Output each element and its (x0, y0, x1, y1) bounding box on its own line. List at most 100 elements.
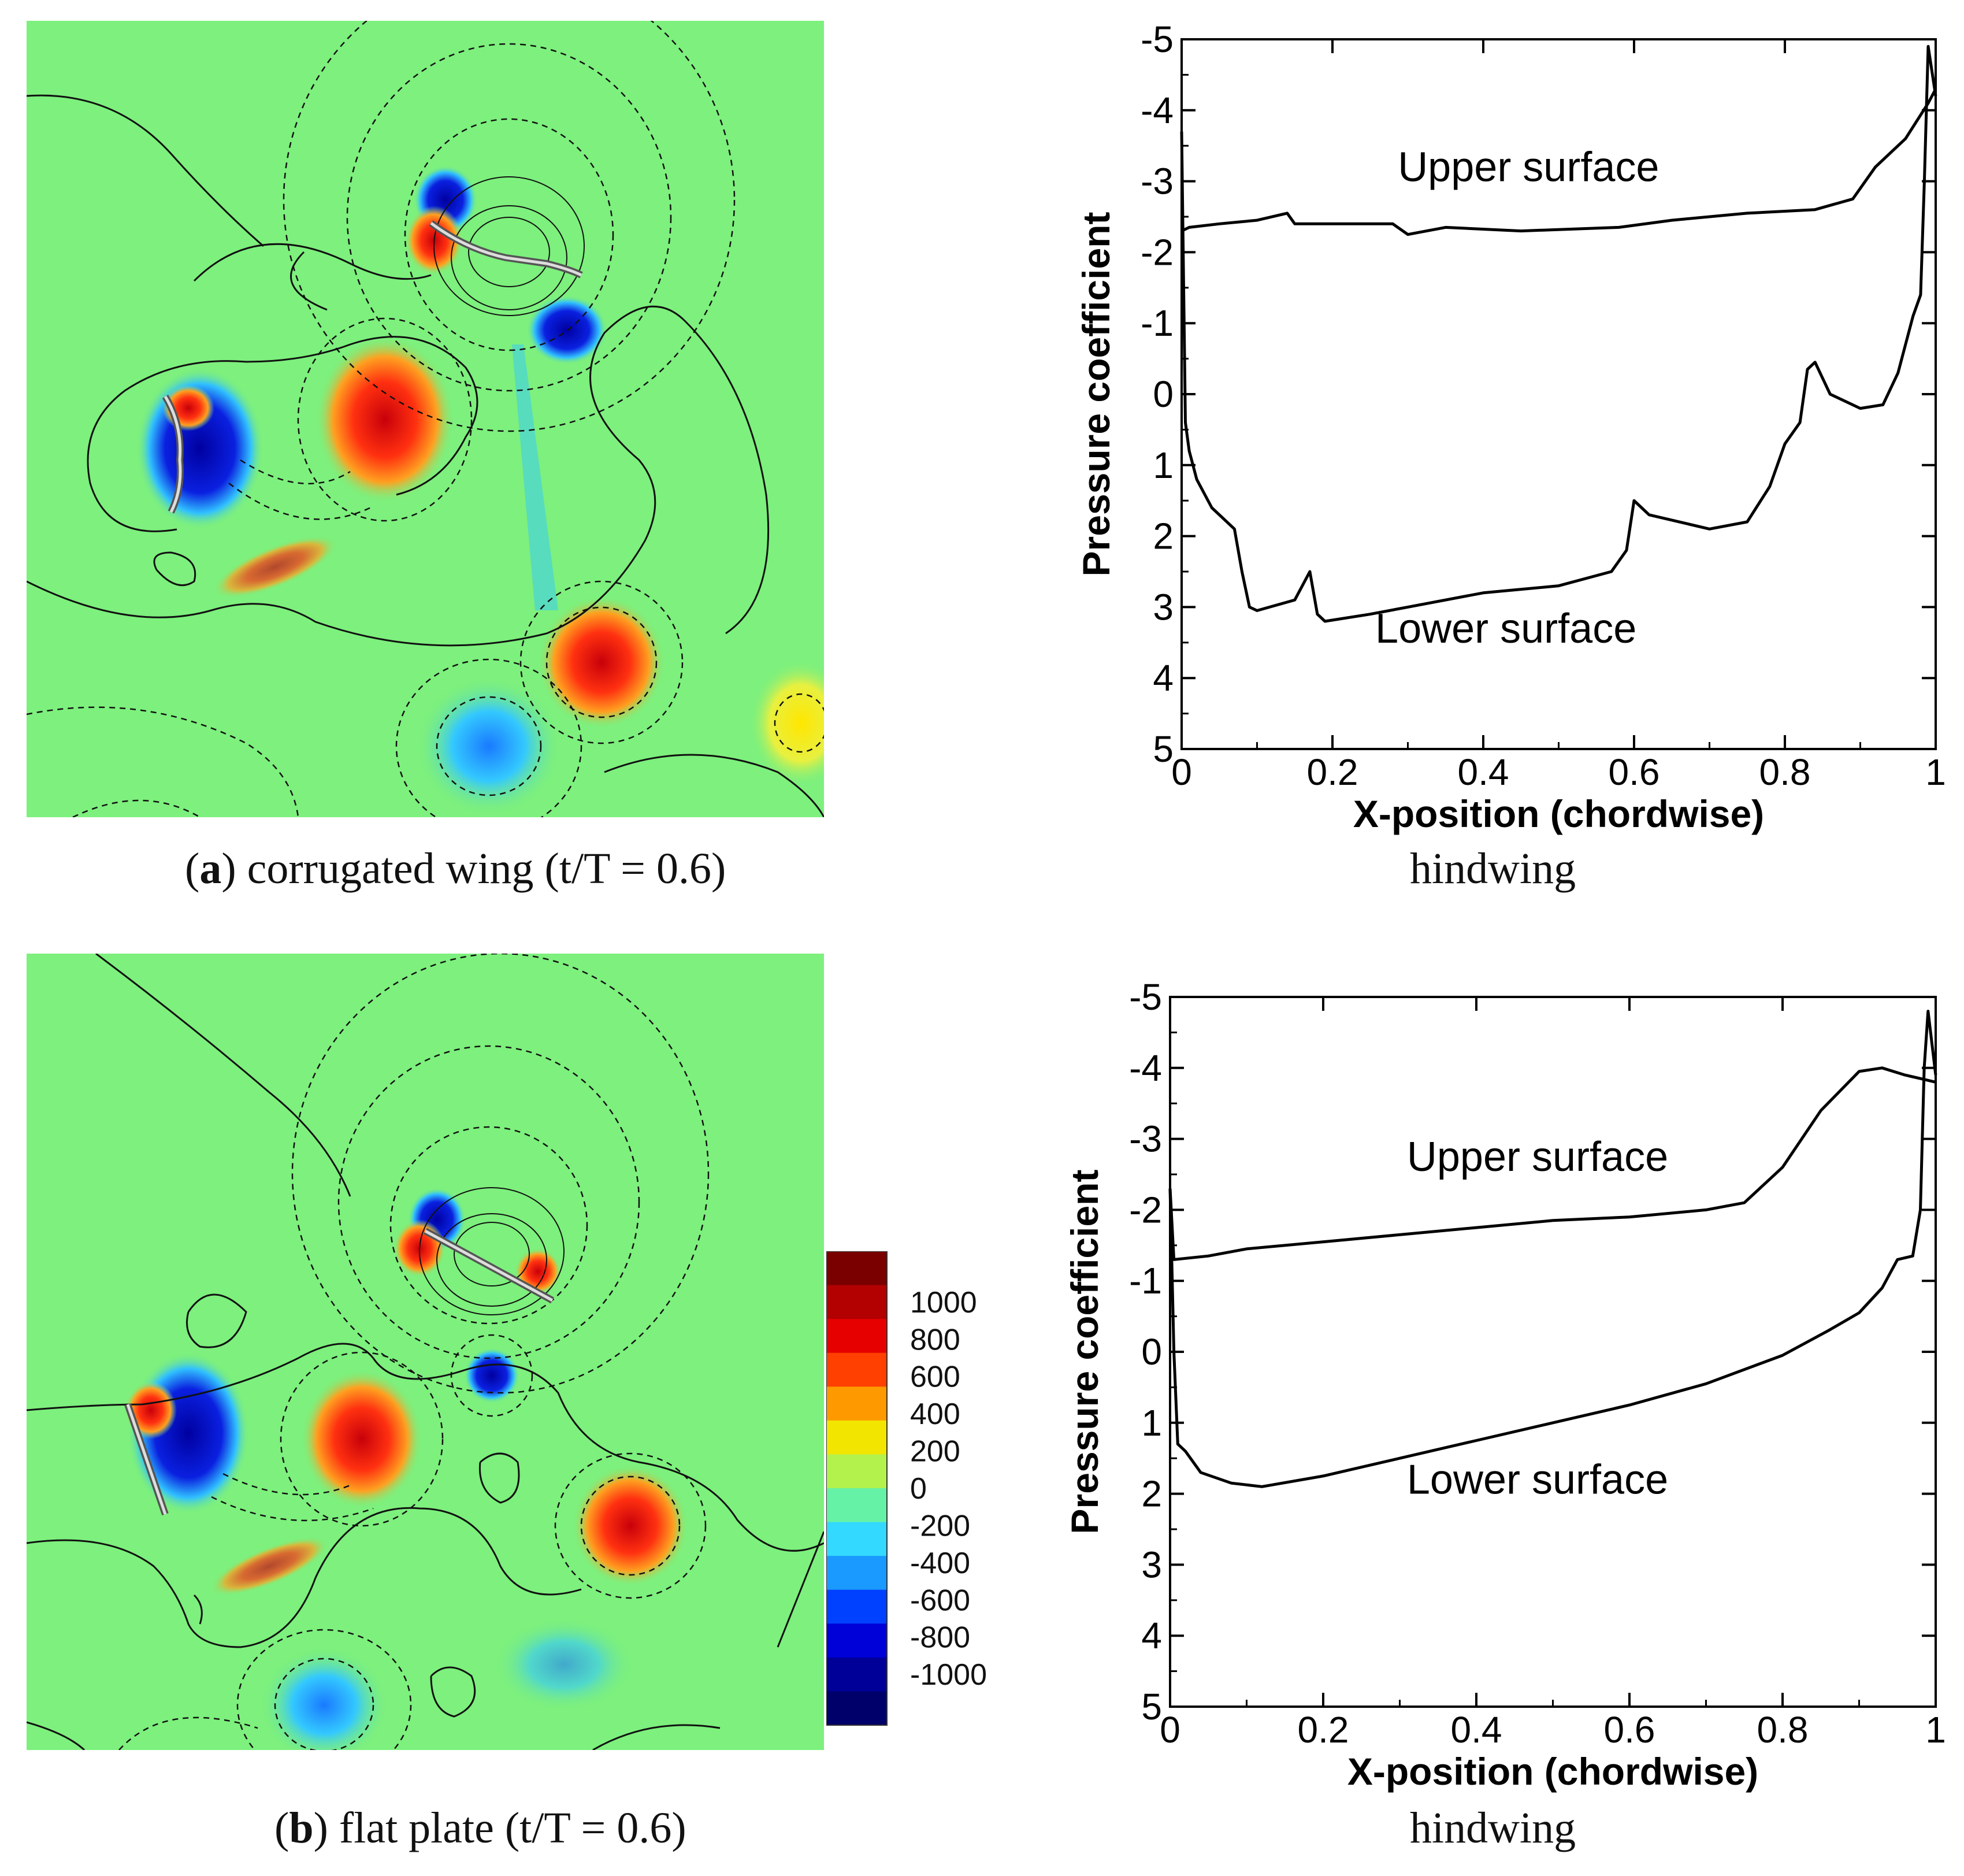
wing-hindwing-b (124, 1403, 169, 1515)
caption-chart-a: hindwing (1410, 844, 1576, 894)
caption-b-text: flat plate (t/T = 0.6) (339, 1804, 686, 1852)
y-tick-label: -4 (1141, 90, 1174, 131)
colorbar-label: 1000 (910, 1286, 977, 1319)
colorbar-label: 0 (910, 1472, 927, 1506)
y-tick-label: -5 (1129, 976, 1162, 1018)
vortex-yellow-right (749, 659, 824, 787)
x-tick-label: 1 (1925, 751, 1946, 793)
y-axis-label: Pressure coefficient (1069, 1170, 1106, 1534)
y-tick-label: -1 (1129, 1260, 1162, 1302)
colorbar-swatch (826, 1420, 887, 1455)
colorbar-swatch (826, 1522, 887, 1556)
series-line-lower (1180, 45, 1937, 623)
y-tick-label: 4 (1153, 657, 1174, 699)
vortex-blue-lower (261, 1647, 388, 1750)
colorbar-frame (826, 1251, 888, 1726)
x-tick-label: 0.2 (1298, 1709, 1349, 1751)
y-tick-label: -5 (1141, 18, 1174, 60)
x-tick-label: 0.4 (1451, 1709, 1502, 1751)
colorbar-swatch (826, 1556, 887, 1590)
vortex-blue-small (464, 1348, 519, 1403)
series-annotation: Upper surface (1407, 1134, 1668, 1180)
colorbar-legend: 1000 800 600 400 200 0 -200 -400 -600 -800 -1000 (826, 1251, 1011, 1748)
y-tick-label: -3 (1129, 1118, 1162, 1160)
x-tick-label: 0 (1171, 751, 1192, 793)
y-tick-label: 2 (1153, 516, 1174, 557)
y-tick-label: -4 (1129, 1047, 1162, 1089)
vortex-red-center (315, 336, 454, 503)
y-tick-label: 3 (1141, 1544, 1162, 1585)
series-annotation: Lower surface (1407, 1457, 1668, 1503)
series-line-upper (1180, 88, 1937, 236)
colorbar-label: -800 (910, 1621, 970, 1655)
vortex-red-center (301, 1370, 422, 1508)
wing-forewing-b (424, 1228, 554, 1304)
colorbar-swatch (826, 1352, 887, 1387)
series-annotation: Upper surface (1398, 144, 1659, 191)
series-line-upper (1168, 1066, 1936, 1261)
colorbar-label: 800 (910, 1323, 960, 1356)
shear-layer-yellow (210, 1537, 329, 1596)
y-axis-label: Pressure coefficient (1081, 212, 1117, 577)
colorbar-label: -600 (910, 1584, 970, 1617)
caption-b-letter: b (289, 1804, 314, 1852)
y-tick-label: -1 (1141, 302, 1174, 344)
colorbar-swatch (826, 1454, 887, 1489)
colorbar-label: 200 (910, 1435, 960, 1469)
contour-lines-solid (27, 94, 824, 817)
pressure-chart-a: -5 -4 -3 -2 -1 0 1 2 3 4 5 0 0.2 0.4 0.6 0.8 1 X-position… (1075, 17, 1964, 844)
contour-lines-dashed (118, 954, 710, 1750)
y-tick-label: 1 (1141, 1402, 1162, 1444)
pressure-chart-b: -5 -4 -3 -2 -1 0 1 2 3 4 5 0 0.2 0.4 0.6 0.8 1 X-position… (1063, 971, 1964, 1797)
contour-lines-near-wing (433, 176, 585, 316)
y-tick-label: 5 (1141, 1686, 1162, 1727)
caption-b: (b) flat plate (t/T = 0.6) (274, 1804, 686, 1852)
vortex-blue-upper (526, 295, 607, 365)
caption-a: (a) corrugated wing (t/T = 0.6) (185, 844, 726, 893)
caption-a-text: corrugated wing (t/T = 0.6) (247, 844, 726, 893)
x-tick-label: 0.2 (1307, 751, 1358, 793)
vortex-blue-lower (417, 677, 561, 815)
colorbar-label: -200 (910, 1509, 970, 1543)
x-tick-label: 0.4 (1458, 751, 1509, 793)
vorticity-field-a (27, 21, 824, 817)
colorbar-swatch (826, 1251, 887, 1286)
caption-a-letter: a (199, 844, 222, 893)
colorbar-swatch (826, 1691, 887, 1726)
shear-red-trailing (515, 1248, 561, 1295)
y-tick-label: -2 (1141, 231, 1174, 273)
x-axis-label: X-position (chordwise) (1353, 792, 1764, 835)
x-tick-label: 0 (1160, 1709, 1180, 1751)
y-tick-label: 4 (1141, 1615, 1162, 1656)
vortex-red-right (573, 1465, 688, 1586)
x-tick-label: 1 (1925, 1709, 1946, 1751)
plot-frame (1169, 996, 1937, 1708)
shear-layer-yellow (213, 536, 337, 598)
y-tick-label: 0 (1153, 373, 1174, 415)
y-tick-label: -2 (1129, 1189, 1162, 1230)
caption-chart-a-text: hindwing (1410, 844, 1576, 893)
caption-chart-b-text: hindwing (1410, 1804, 1576, 1852)
colorbar-swatch (826, 1623, 887, 1658)
colorbar-swatch (826, 1657, 887, 1692)
wing-forewing-a (429, 220, 583, 279)
wing-hindwing-a (162, 394, 184, 514)
y-tick-label: 3 (1153, 586, 1174, 628)
colorbar-swatch (826, 1319, 887, 1354)
x-tick-label: 0.6 (1604, 1709, 1655, 1751)
vorticity-field-b (27, 954, 824, 1750)
wake-streak (512, 344, 558, 610)
y-tick-label: 5 (1153, 728, 1174, 770)
x-tick-label: 0.8 (1759, 751, 1811, 793)
contour-lines-solid (27, 954, 824, 1750)
colorbar-swatch (826, 1589, 887, 1624)
colorbar-label: 400 (910, 1397, 960, 1431)
colorbar-label: -400 (910, 1547, 970, 1580)
series-line-lower (1168, 1010, 1937, 1488)
caption-chart-b: hindwing (1410, 1803, 1576, 1853)
y-tick-label: 0 (1141, 1331, 1162, 1373)
colorbar-swatch (826, 1285, 887, 1319)
